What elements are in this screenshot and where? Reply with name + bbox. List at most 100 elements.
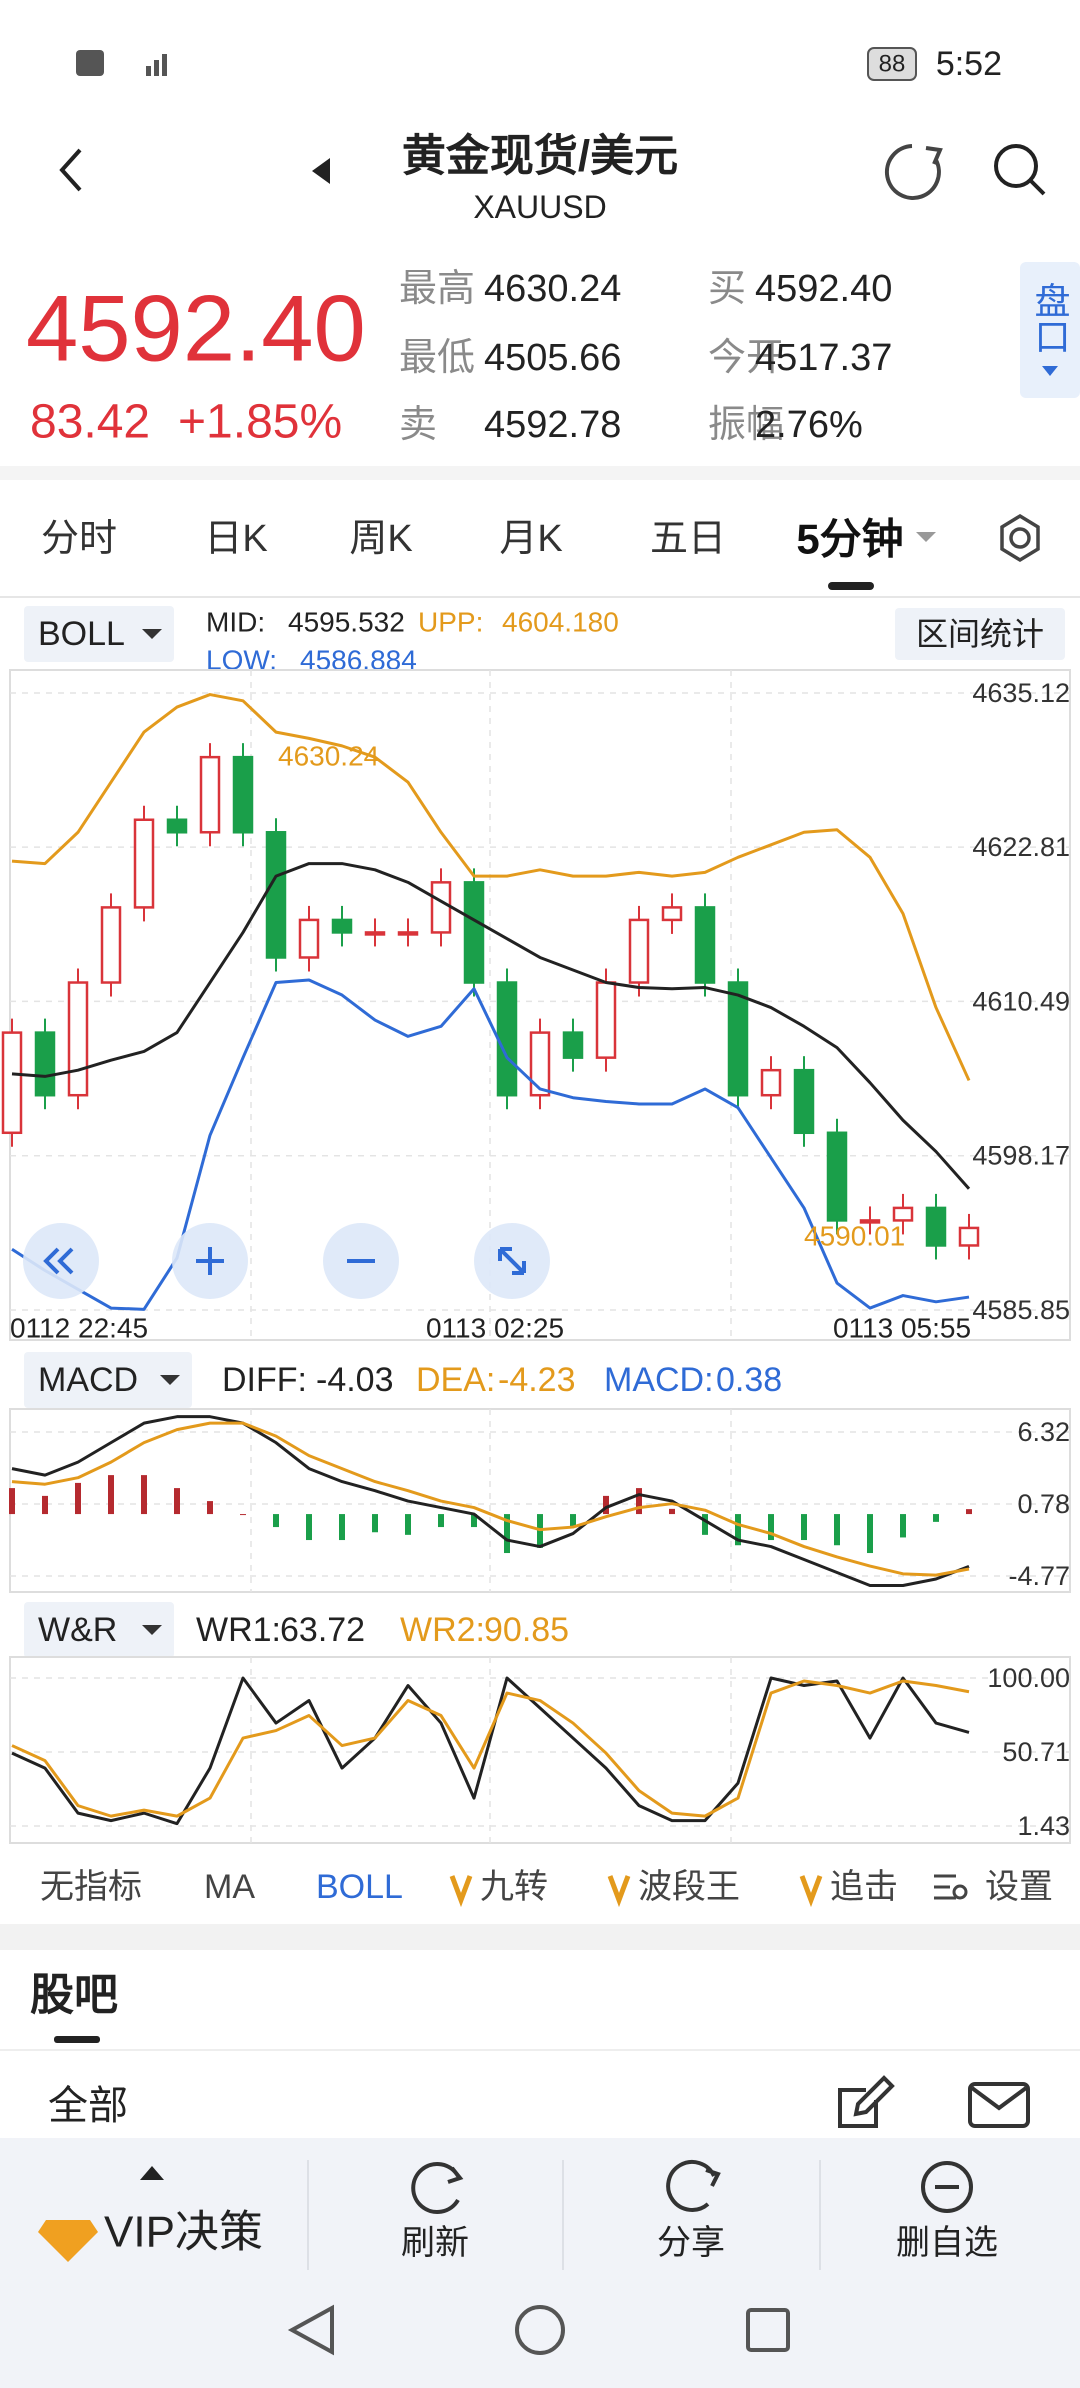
wr2-line [11, 1679, 970, 1818]
tab[interactable]: 5分钟 [796, 516, 903, 563]
toolbar-icon [411, 2162, 464, 2214]
search-icon[interactable] [994, 144, 1046, 196]
edit-icon[interactable] [838, 2075, 895, 2128]
candle [199, 755, 221, 834]
candle [595, 981, 617, 1059]
bottom-bar [0, 2138, 1080, 2388]
forum-title: 股吧 [30, 1971, 118, 2020]
candle [661, 906, 683, 922]
back-button[interactable] [59, 148, 82, 192]
legend-value: 63.72 [280, 1611, 365, 1649]
candle [463, 881, 485, 984]
candle [430, 881, 452, 934]
candle [925, 1206, 947, 1247]
side-button-label[interactable]: 盘口 [1030, 282, 1071, 354]
boll-upper [11, 693, 971, 1082]
stat-label: 最低 [399, 337, 475, 379]
toolbar-item[interactable]: VIP决策 [104, 2208, 263, 2257]
candle [166, 818, 188, 834]
candle [133, 818, 155, 909]
annotation: 4630.24 [278, 741, 379, 772]
candle [727, 981, 749, 1097]
stat-value: 4630.24 [484, 268, 621, 310]
tab[interactable]: 五日 [650, 518, 726, 560]
forum-underline [54, 2036, 100, 2043]
toolbar-item[interactable]: 删自选 [896, 2224, 998, 2262]
separator [0, 1924, 1080, 1950]
settings-icon[interactable] [1000, 513, 1040, 563]
toolbar-icon [666, 2159, 721, 2212]
refresh-icon[interactable] [885, 144, 943, 200]
legend-label: DIFF: [222, 1361, 307, 1399]
macd-bar [867, 1514, 873, 1554]
macd-bar [9, 1488, 15, 1515]
candle [826, 1131, 848, 1222]
vip-icon [38, 2220, 98, 2262]
indicator-tab[interactable]: 波段王 [638, 1868, 740, 1906]
stat-value: 4592.40 [755, 268, 892, 310]
tab[interactable]: 周K [349, 518, 412, 560]
y-tick-label: -4.77 [1008, 1561, 1070, 1591]
tab-underline [828, 582, 874, 590]
x-tick-label: 0112 22:45 [10, 1313, 148, 1344]
candle [298, 918, 320, 959]
macd-bar [141, 1475, 147, 1515]
toolbar-icon [921, 2161, 973, 2213]
candle [694, 906, 716, 984]
toolbar-item[interactable]: 分享 [657, 2224, 725, 2262]
stat-value: 4505.66 [484, 337, 621, 379]
stat-value: 2.76% [755, 404, 863, 446]
indicator-button[interactable] [24, 1602, 174, 1658]
legend-value: 90.85 [484, 1611, 569, 1649]
legend-value: -4.23 [498, 1361, 576, 1399]
macd-bar [669, 1508, 675, 1515]
y-tick-label: 4585.85 [972, 1295, 1070, 1325]
indicator-name[interactable]: BOLL [38, 615, 125, 653]
macd-bar [240, 1514, 246, 1516]
indicator-tab[interactable]: 九转 [480, 1868, 548, 1906]
stat-label: 今开 [708, 337, 784, 379]
y-tick-label: 4635.12 [972, 678, 1070, 708]
indicator-name[interactable]: MACD [38, 1361, 138, 1399]
vip-badge [607, 1875, 631, 1908]
settings[interactable]: 设置 [985, 1868, 1053, 1906]
stat-value: 4592.78 [484, 404, 621, 446]
tab[interactable]: 分时 [41, 518, 117, 560]
macd-bar [405, 1514, 411, 1535]
macd-bar [933, 1514, 939, 1522]
side-arrow [1042, 366, 1058, 376]
candle [859, 1219, 881, 1224]
candle [1, 1031, 23, 1135]
indicator-tab[interactable]: 无指标 [40, 1868, 142, 1906]
chart-frame [9, 669, 1071, 1341]
y-tick-label: 4598.17 [972, 1141, 1070, 1171]
indicator-tab[interactable]: BOLL [316, 1868, 403, 1906]
change: 83.42 [30, 396, 150, 449]
indicator-button[interactable] [24, 606, 174, 662]
prev-button[interactable] [312, 158, 330, 184]
indicator-dropdown [142, 629, 162, 639]
legend-label: DEA: [416, 1361, 495, 1399]
tab[interactable]: 月K [499, 518, 562, 560]
legend-label: MACD: [604, 1361, 714, 1399]
range-button[interactable] [895, 608, 1065, 660]
toolbar-item[interactable]: 刷新 [401, 2224, 469, 2262]
settings-icon-dot [952, 1884, 968, 1900]
side-button[interactable] [1020, 262, 1080, 398]
tab[interactable]: 日K [204, 518, 267, 560]
candle [397, 931, 419, 936]
indicator-tab[interactable]: MA [204, 1868, 255, 1906]
title: 黄金现货/美元 [402, 132, 678, 181]
indicator-tab[interactable]: 追击 [830, 1868, 898, 1906]
indicator-name[interactable]: W&R [38, 1611, 117, 1649]
legend-value: 4595.532 [288, 607, 405, 638]
mail-icon[interactable] [968, 2082, 1030, 2128]
macd-bar [966, 1509, 972, 1515]
range-button-label[interactable]: 区间统计 [916, 616, 1044, 652]
diff-line [11, 1415, 970, 1588]
zoom-icon [43, 1247, 74, 1275]
forum-filter[interactable]: 全部 [48, 2084, 128, 2128]
indicator-button[interactable] [24, 1352, 192, 1408]
macd-bar [900, 1514, 906, 1538]
